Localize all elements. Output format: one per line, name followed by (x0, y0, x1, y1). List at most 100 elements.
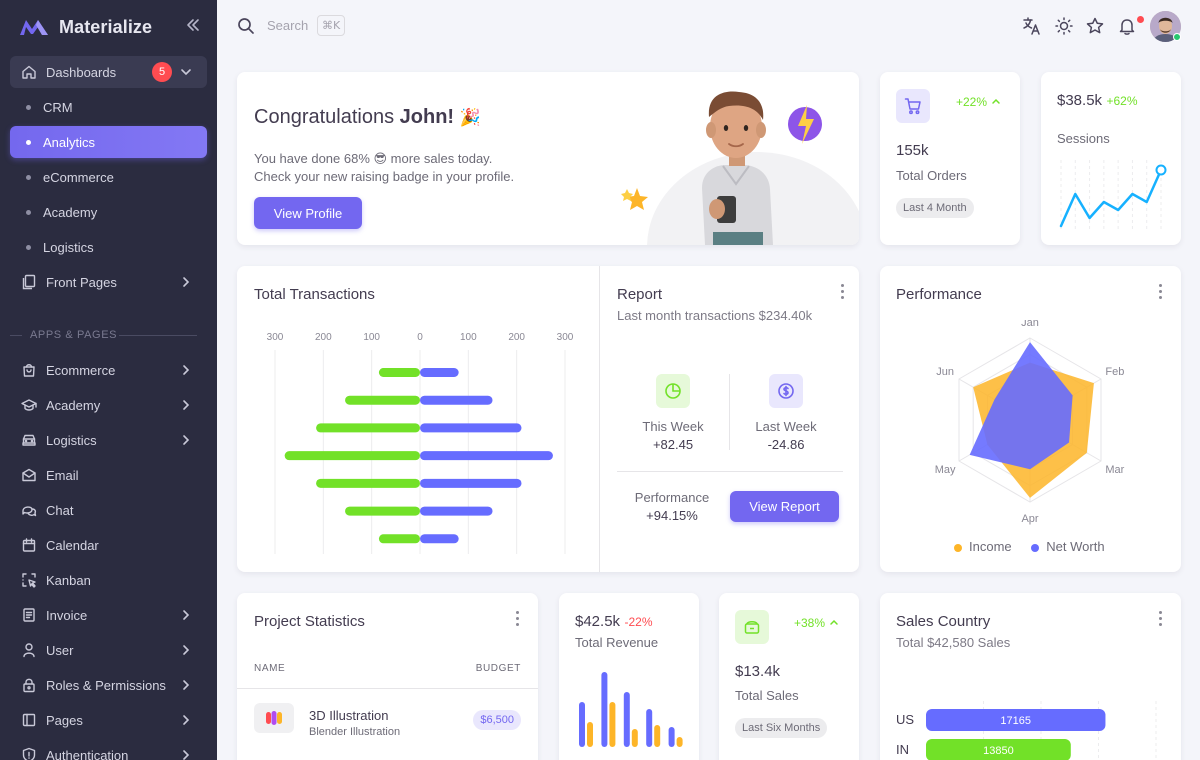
sidebar-item-authentication[interactable]: Authentication (10, 739, 207, 760)
bell-icon[interactable] (1117, 16, 1137, 36)
view-profile-button[interactable]: View Profile (254, 197, 362, 229)
legend-income: Income (969, 539, 1012, 554)
last-week-label: Last Week (755, 419, 817, 434)
radar-axis-label: Mar (1105, 464, 1124, 476)
legend-dot-net-worth (1031, 543, 1040, 552)
chevron-right-icon (183, 715, 190, 725)
sidebar-item-label: Email (46, 467, 79, 483)
sidebar-item-user[interactable]: User (10, 634, 207, 666)
total-orders-card: +22% 155k Total Orders Last 4 Month (880, 72, 1020, 245)
congrats-title: Congratulations John! 🎉 (254, 106, 481, 128)
report-more-icon[interactable] (840, 284, 844, 300)
chevron-right-icon (183, 750, 190, 760)
user-name: John! (399, 106, 455, 128)
bullet-icon (26, 244, 31, 250)
shopping-bag-icon (21, 362, 37, 378)
star-icon[interactable] (1085, 16, 1105, 36)
sidebar-item-label: eCommerce (43, 169, 114, 185)
sales-country-title: Sales Country (896, 613, 991, 630)
bullet-icon (26, 104, 31, 110)
bar-blue (579, 702, 585, 747)
sidebar-item-ecommerce[interactable]: eCommerce (10, 161, 207, 193)
project-statistics-more-icon[interactable] (515, 611, 519, 627)
section-label-apps-pages: APPS & PAGES (30, 329, 118, 341)
chat-icon (21, 502, 37, 518)
country-value-label: 17165 (1000, 715, 1031, 727)
country-bar (926, 739, 1071, 760)
search-input[interactable] (267, 14, 313, 36)
sidebar-item-label: Dashboards (46, 64, 117, 80)
kanban-icon (21, 572, 37, 588)
translate-icon[interactable] (1022, 16, 1042, 36)
sidebar-item-kanban[interactable]: Kanban (10, 564, 207, 596)
sales-country-card: Sales Country Total $42,580 Sales US 1716… (880, 593, 1181, 760)
country-value-label: 13850 (983, 745, 1014, 757)
sidebar-item-ecommerce[interactable]: Ecommerce (10, 354, 207, 386)
sidebar-item-academy[interactable]: Academy (10, 389, 207, 421)
sidebar-item-pages[interactable]: Pages (10, 704, 207, 736)
transactions-bar-chart: 300 200 100 0 100 200 300 (267, 332, 574, 554)
bar-orange (631, 729, 638, 747)
total-sales-card: +38% $13.4k Total Sales Last Six Months (719, 593, 859, 760)
sidebar-item-logistics[interactable]: Logistics (10, 424, 207, 456)
x-tick-label: 300 (267, 332, 284, 343)
congrats-line-1: You have done 68% 😎 more sales today. (254, 151, 493, 166)
invoice-icon (21, 607, 37, 623)
sidebar-item-academy[interactable]: Academy (10, 196, 207, 228)
topbar: ⌘K (217, 0, 1200, 52)
sales-value: $13.4k (735, 663, 781, 680)
bar-positive (420, 506, 493, 516)
sales-country-more-icon[interactable] (1158, 611, 1162, 627)
brand[interactable]: Materialize (19, 14, 152, 40)
bar-positive (420, 534, 459, 544)
sidebar-item-email[interactable]: Email (10, 459, 207, 491)
sales-period-chip: Last Six Months (735, 718, 828, 738)
user-icon (21, 642, 37, 658)
x-tick-label: 0 (417, 332, 423, 343)
sidebar: Materialize Dashboards 5 CRM Analytics eCo… (0, 0, 217, 760)
dollar-icon (769, 374, 803, 408)
sidebar-item-label: Academy (46, 397, 101, 413)
sidebar-item-invoice[interactable]: Invoice (10, 599, 207, 631)
bar-blue (601, 672, 608, 747)
search-icon[interactable] (237, 17, 255, 35)
graduation-cap-icon (21, 397, 37, 413)
sidebar-item-label: Calendar (46, 537, 99, 553)
project-subtitle: Blender Illustration (309, 726, 401, 738)
character-illustration (621, 91, 859, 245)
table-row[interactable]: 3D Illustration Blender Illustration $6,… (237, 689, 538, 749)
shield-icon (21, 747, 37, 760)
sidebar-item-label: Authentication (46, 747, 129, 760)
bar-positive (420, 395, 493, 405)
sidebar-item-label: Invoice (46, 607, 88, 623)
sidebar-item-analytics[interactable]: Analytics (10, 126, 207, 158)
x-tick-label: 100 (363, 332, 380, 343)
sidebar-item-calendar[interactable]: Calendar (10, 529, 207, 561)
dashboards-count-badge: 5 (152, 62, 172, 82)
collapse-menu-icon[interactable] (185, 17, 201, 33)
sun-icon[interactable] (1054, 16, 1074, 36)
congratulations-card: Congratulations John! 🎉 You have done 68… (237, 72, 859, 245)
sessions-value: $38.5k (1057, 92, 1103, 109)
sidebar-item-roles-permissions[interactable]: Roles & Permissions (10, 669, 207, 701)
revenue-bar-chart (579, 672, 683, 747)
online-status-dot (1173, 33, 1181, 41)
sidebar-item-front-pages[interactable]: Front Pages (10, 266, 207, 298)
report-subtitle: Last month transactions $234.40k (617, 308, 813, 323)
sidebar-item-logistics[interactable]: Logistics (10, 231, 207, 263)
lock-icon (21, 677, 37, 693)
total-revenue-card: $42.5k -22% Total Revenue (559, 593, 699, 760)
country-label: US (896, 712, 914, 727)
radar-axis-label: Feb (1105, 366, 1124, 378)
sidebar-item-chat[interactable]: Chat (10, 494, 207, 526)
project-statistics-card: Project Statistics NAME BUDGET 3D Illust… (237, 593, 538, 760)
view-report-button[interactable]: View Report (730, 491, 839, 522)
performance-more-icon[interactable] (1158, 284, 1162, 300)
sidebar-item-crm[interactable]: CRM (10, 91, 207, 123)
bar-orange (587, 722, 593, 747)
revenue-change: -22% (624, 615, 653, 629)
this-week-value: +82.45 (652, 437, 694, 452)
sidebar-item-dashboards[interactable]: Dashboards 5 (10, 56, 207, 88)
bar-orange (609, 702, 616, 747)
country-label: IN (896, 742, 909, 757)
